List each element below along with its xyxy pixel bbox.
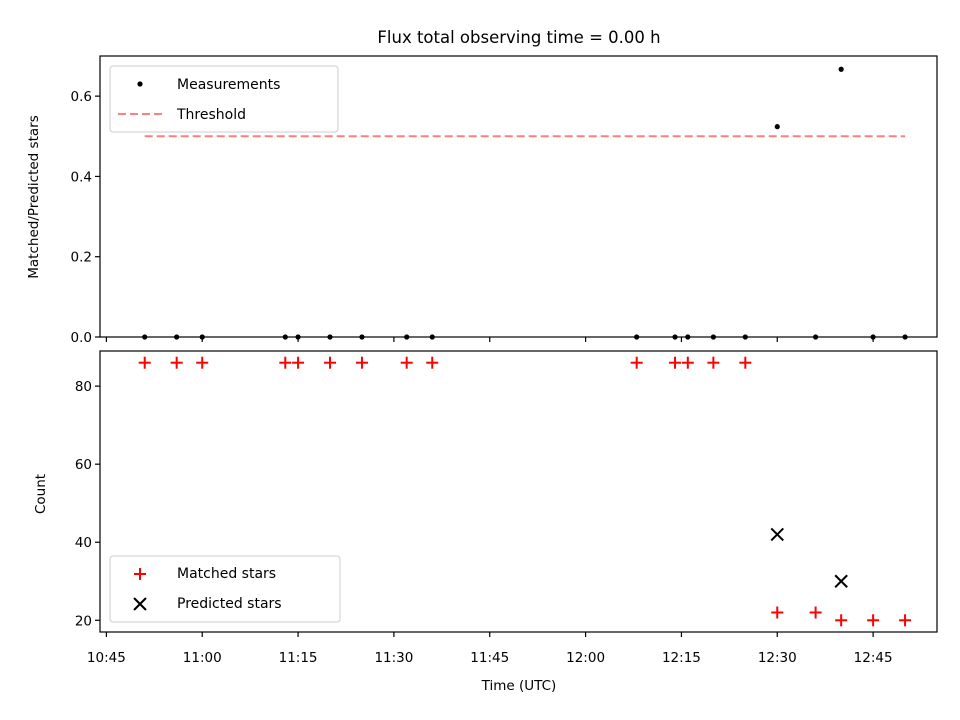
- legend-label-threshold: Threshold: [176, 107, 246, 123]
- matched-star-point: [681, 356, 694, 369]
- measurement-point: [742, 334, 748, 340]
- count-y-ticks: 20 40 60 80: [75, 379, 100, 629]
- matched-star-point: [835, 614, 848, 627]
- count-x-ticks: 10:45 11:00 11:15 11:30 11:45 12:00 12:15 12:30…: [87, 632, 893, 666]
- y-tick-label: 0.4: [71, 169, 92, 185]
- measurement-point: [672, 334, 678, 340]
- x-tick-label: 12:00: [566, 650, 605, 666]
- y-tick-label: 80: [75, 379, 92, 395]
- legend-label-predicted-stars: Predicted stars: [177, 596, 282, 612]
- count-axes-frame: [99, 350, 938, 633]
- measurement-point: [813, 334, 819, 340]
- y-tick-label: 0.0: [71, 330, 92, 346]
- measurement-point: [295, 334, 301, 340]
- count-legend-box: [109, 555, 341, 623]
- matched-star-point: [138, 356, 151, 369]
- x-tick-label: 12:45: [854, 650, 893, 666]
- legend-marker-measurements: [137, 81, 143, 87]
- measurement-point: [404, 334, 410, 340]
- matched-star-point: [899, 614, 912, 627]
- ratio-legend: Measurements Threshold: [109, 65, 339, 133]
- y-tick-label: 0.6: [71, 89, 92, 105]
- matched-star-point: [867, 614, 880, 627]
- measurement-point: [902, 334, 908, 340]
- matched-star-point: [292, 356, 305, 369]
- x-tick-label: 11:30: [374, 650, 413, 666]
- ratio-marks: [142, 66, 908, 340]
- legend-label-measurements: Measurements: [177, 77, 280, 93]
- x-tick-label: 10:45: [87, 650, 126, 666]
- measurement-point: [327, 334, 333, 340]
- matched-star-point: [669, 356, 682, 369]
- matched-star-point: [739, 356, 752, 369]
- measurement-point: [199, 334, 205, 340]
- matched-star-point: [170, 356, 183, 369]
- measurement-point: [634, 334, 640, 340]
- ratio-panel: 0.0 0.2 0.4 0.6 Matched/Predicted stars Mea…: [26, 55, 938, 346]
- count-legend: Matched stars Predicted stars: [109, 555, 341, 623]
- measurement-point: [174, 334, 180, 340]
- matched-star-point: [809, 606, 822, 619]
- matched-star-point: [279, 356, 292, 369]
- chart-title: Flux total observing time = 0.00 h: [377, 28, 660, 47]
- matched-star-point: [771, 606, 784, 619]
- measurement-point: [429, 334, 435, 340]
- count-y-axis-label: Count: [33, 474, 49, 514]
- y-tick-label: 20: [75, 613, 92, 629]
- x-tick-label: 11:15: [279, 650, 318, 666]
- ratio-legend-box: [109, 65, 339, 133]
- legend-marker-predicted-stars: [133, 597, 147, 611]
- x-tick-label: 11:00: [183, 650, 222, 666]
- y-tick-label: 0.2: [71, 250, 92, 266]
- x-tick-label: 12:15: [662, 650, 701, 666]
- matched-star-point: [355, 356, 368, 369]
- x-tick-label: 11:45: [470, 650, 509, 666]
- measurement-point: [142, 334, 148, 340]
- y-tick-label: 60: [75, 457, 92, 473]
- predicted-star-point: [770, 527, 784, 542]
- predicted-star-point: [834, 574, 848, 588]
- x-tick-label: 12:30: [758, 650, 797, 666]
- legend-marker-matched-stars: [134, 568, 146, 580]
- ratio-y-ticks: 0.0 0.2 0.4 0.6: [71, 89, 100, 346]
- measurement-point: [710, 334, 716, 340]
- matched-star-point: [196, 356, 209, 369]
- measurement-point: [282, 334, 288, 340]
- matched-star-point: [324, 356, 337, 369]
- measurement-point: [774, 124, 780, 130]
- measurement-point: [870, 334, 876, 340]
- matched-star-point: [426, 356, 439, 369]
- x-axis-label: Time (UTC): [481, 678, 557, 694]
- matched-star-point: [400, 356, 413, 369]
- y-tick-label: 40: [75, 535, 92, 551]
- legend-label-matched-stars: Matched stars: [177, 566, 276, 582]
- matched-star-point: [707, 356, 720, 369]
- measurement-point: [685, 334, 691, 340]
- ratio-axes-frame: [99, 55, 938, 338]
- measurement-point: [838, 66, 844, 72]
- matched-star-point: [630, 356, 643, 369]
- measurement-point: [359, 334, 365, 340]
- count-marks: [138, 356, 912, 627]
- ratio-y-axis-label: Matched/Predicted stars: [26, 115, 42, 278]
